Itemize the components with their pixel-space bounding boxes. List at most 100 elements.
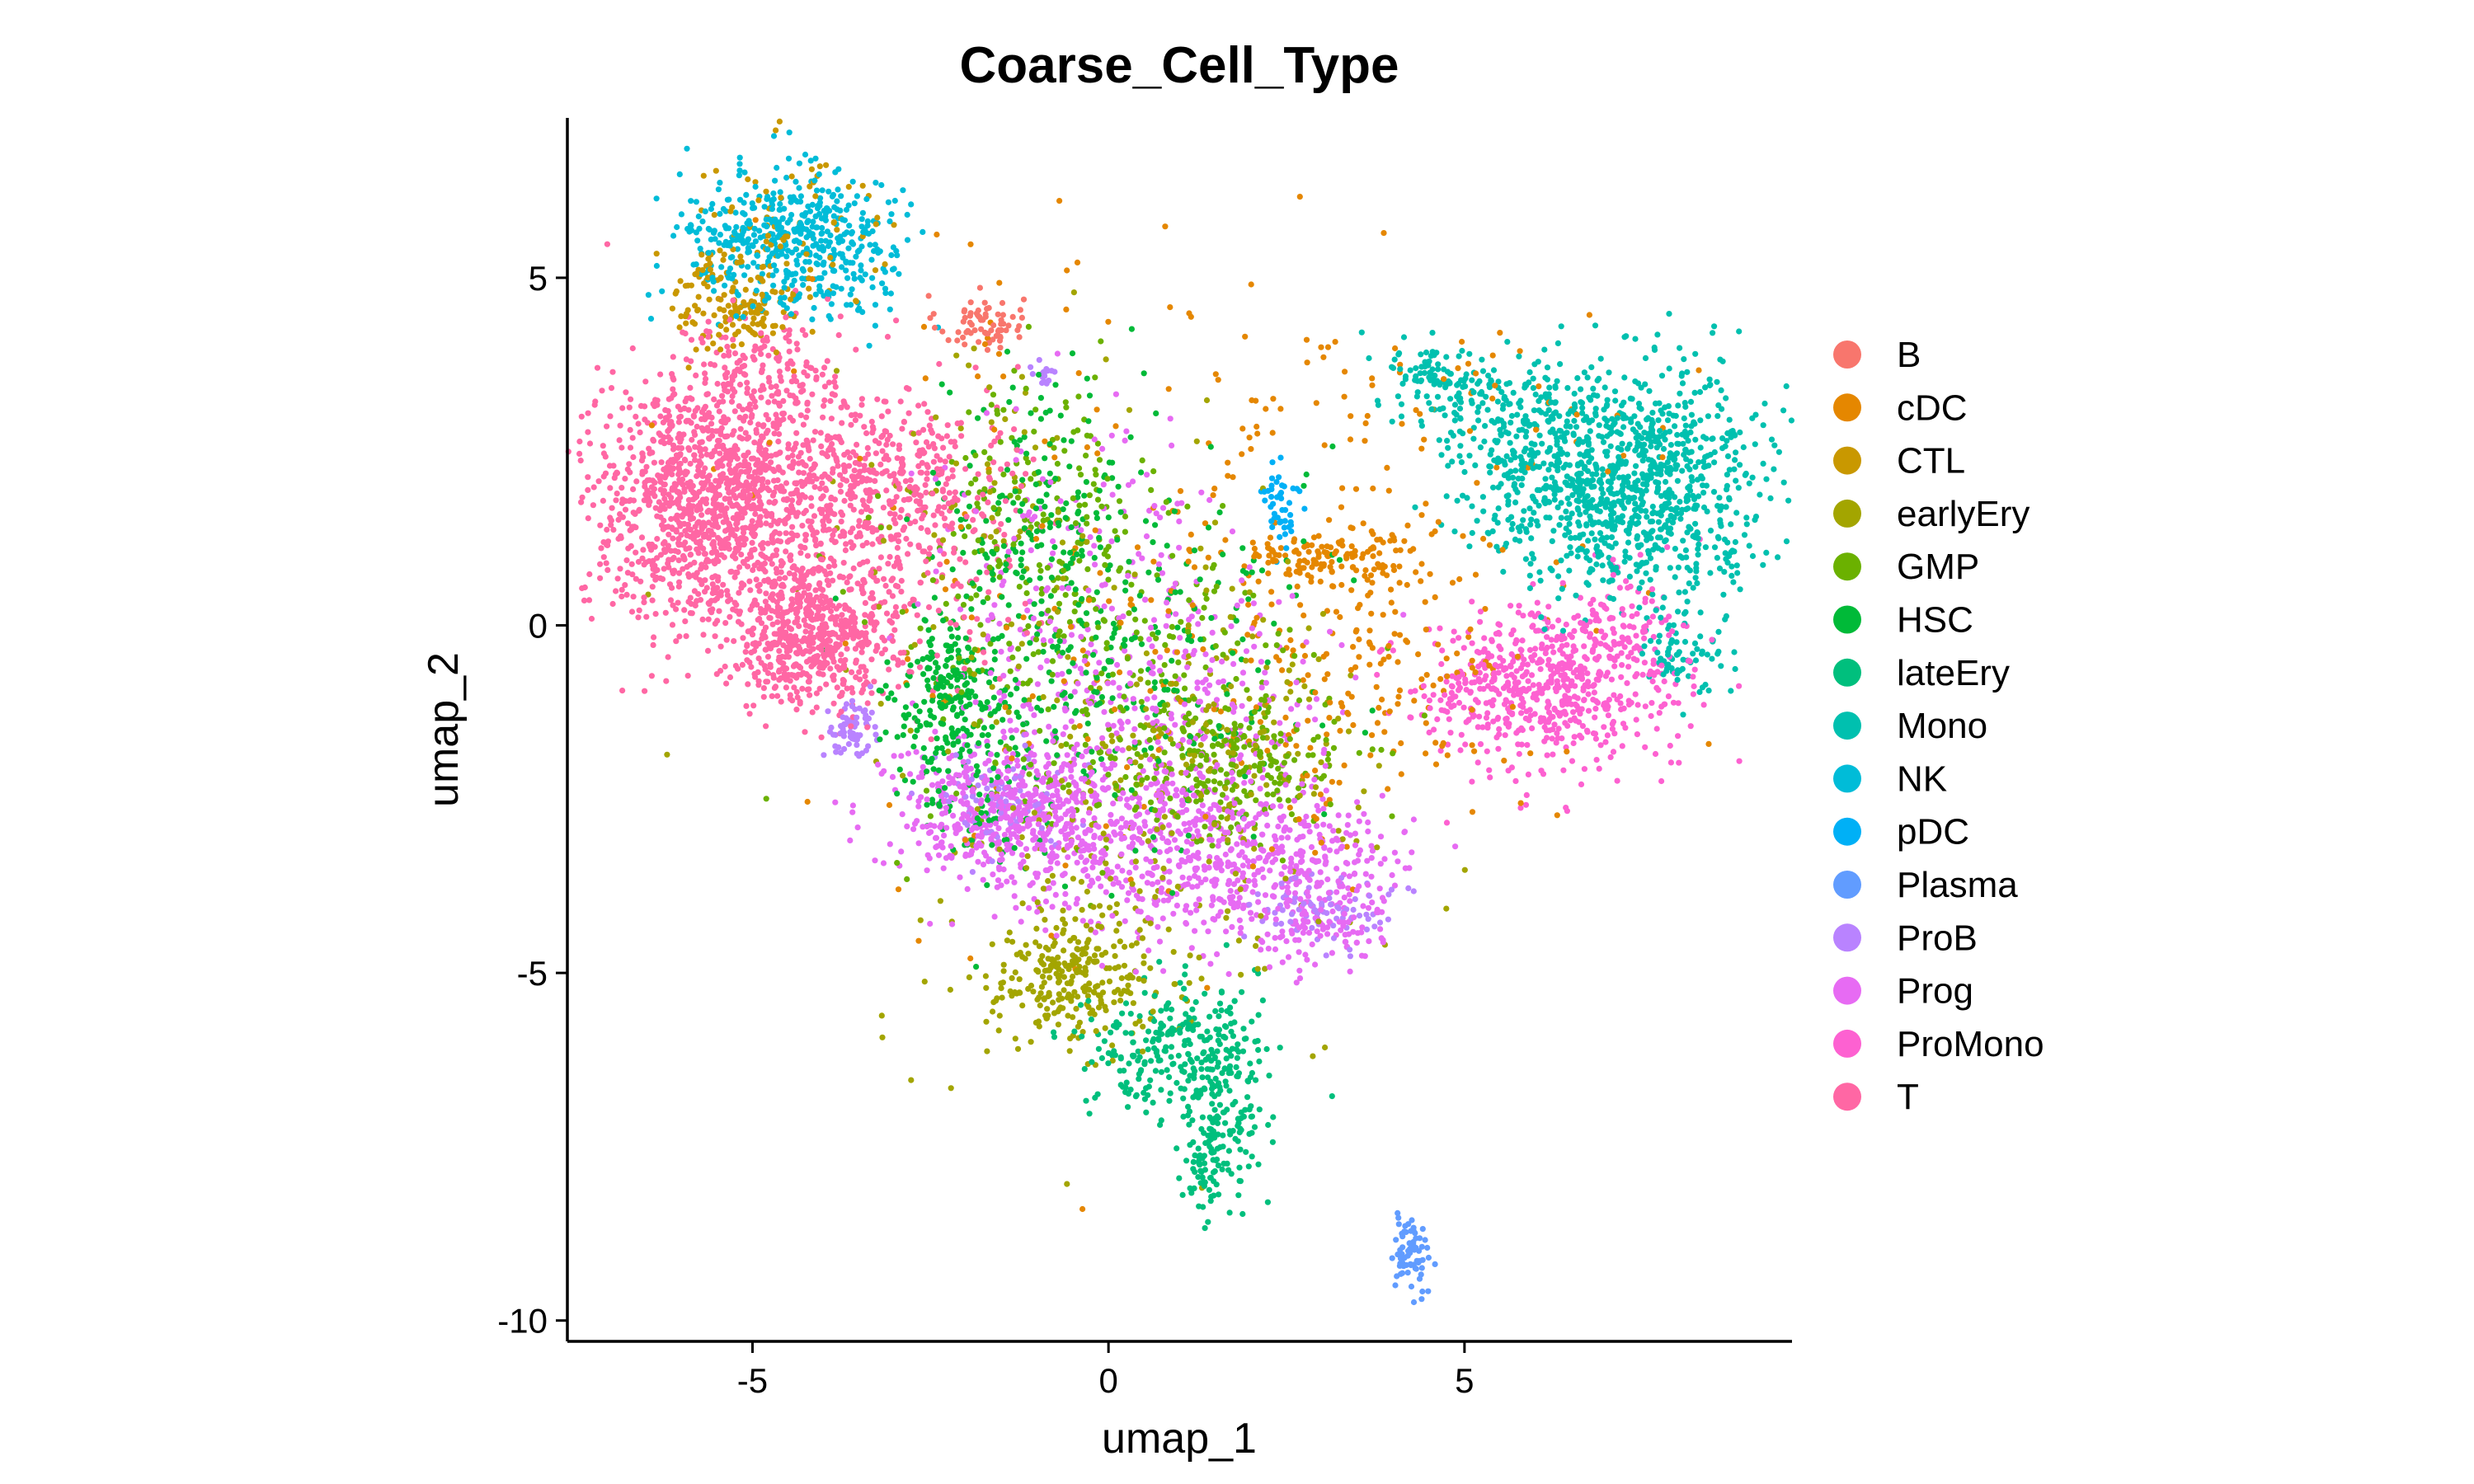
point-Prog xyxy=(1389,871,1395,879)
point-ProMono xyxy=(1529,725,1536,732)
point-ProMono xyxy=(1634,702,1641,708)
point-HSC xyxy=(1122,587,1129,594)
point-Prog xyxy=(987,751,994,758)
point-GMP xyxy=(1019,680,1026,687)
point-CTL xyxy=(717,306,723,312)
point-ProMono xyxy=(1517,665,1524,672)
point-Prog xyxy=(872,857,878,864)
point-HSC xyxy=(1122,579,1129,585)
point-cDC xyxy=(1265,559,1272,566)
point-Prog xyxy=(1161,801,1169,807)
point-cDC xyxy=(1422,599,1428,605)
point-ProMono xyxy=(1670,699,1677,706)
point-cDC xyxy=(1317,791,1324,798)
point-T xyxy=(614,491,620,497)
point-lateEry xyxy=(1240,1026,1247,1032)
point-Prog xyxy=(1188,909,1194,916)
point-Prog xyxy=(977,800,984,807)
point-ProB xyxy=(1326,895,1333,901)
point-T xyxy=(616,437,623,444)
point-Prog xyxy=(1153,769,1160,777)
point-T xyxy=(871,679,877,685)
point-GMP xyxy=(1062,592,1069,599)
point-cDC xyxy=(1385,786,1391,792)
point-HSC xyxy=(1015,613,1023,619)
point-ProMono xyxy=(1506,709,1513,716)
point-Prog xyxy=(1089,864,1096,871)
point-ProMono xyxy=(1484,710,1491,716)
point-pDC xyxy=(1268,518,1275,524)
point-Mono xyxy=(1675,608,1681,615)
point-NK xyxy=(888,251,895,259)
point-earlyEry xyxy=(1023,942,1029,948)
point-GMP xyxy=(1244,687,1250,693)
point-Prog xyxy=(1157,514,1164,521)
point-GMP xyxy=(1037,567,1044,574)
point-Prog xyxy=(1250,600,1257,607)
point-Prog xyxy=(880,860,887,866)
point-NK xyxy=(690,261,697,268)
point-earlyEry xyxy=(1141,960,1147,966)
point-earlyEry xyxy=(1305,696,1313,702)
point-NK xyxy=(688,198,694,204)
point-ProMono xyxy=(1691,666,1698,673)
point-Mono xyxy=(1499,406,1506,412)
point-NK xyxy=(752,183,759,190)
point-Prog xyxy=(1345,812,1352,819)
point-cDC xyxy=(1379,696,1385,703)
point-T xyxy=(805,518,811,524)
point-T xyxy=(578,499,585,505)
point-HSC xyxy=(1038,598,1045,604)
point-cDC xyxy=(1056,198,1063,204)
point-cDC xyxy=(1348,587,1355,594)
point-Mono xyxy=(1532,391,1539,398)
point-Mono xyxy=(1687,458,1694,465)
point-NK xyxy=(711,288,717,294)
point-HSC xyxy=(1150,834,1157,840)
point-lateEry xyxy=(1143,1109,1150,1115)
point-Mono xyxy=(1584,374,1591,381)
point-Prog xyxy=(1312,716,1319,723)
point-earlyEry xyxy=(966,362,972,369)
point-Prog xyxy=(1098,962,1106,969)
point-ProB xyxy=(843,701,850,707)
point-ProB xyxy=(1288,911,1296,918)
point-Mono xyxy=(1699,650,1705,657)
point-T xyxy=(793,707,800,713)
point-T xyxy=(821,364,828,371)
point-B xyxy=(984,346,991,353)
point-NK xyxy=(800,282,807,289)
point-lateEry xyxy=(1249,1129,1255,1136)
point-NK xyxy=(694,237,701,244)
point-ProB xyxy=(1363,926,1371,932)
point-Prog xyxy=(946,755,952,762)
point-Prog xyxy=(996,689,1003,696)
point-ProMono xyxy=(1518,710,1525,716)
point-T xyxy=(705,333,712,340)
point-lateEry xyxy=(1219,1166,1225,1172)
point-GMP xyxy=(1030,650,1037,658)
point-T xyxy=(948,619,954,627)
point-Mono xyxy=(1445,444,1451,451)
point-T xyxy=(944,422,951,429)
point-Prog xyxy=(1194,828,1201,834)
point-T xyxy=(765,399,772,406)
point-Prog xyxy=(1369,899,1376,906)
point-NK xyxy=(693,199,700,205)
point-cDC xyxy=(1254,430,1261,437)
point-Prog xyxy=(1242,854,1249,861)
point-T xyxy=(642,416,648,423)
point-Mono xyxy=(1685,505,1691,512)
point-T xyxy=(1023,471,1029,477)
point-T xyxy=(777,538,784,545)
point-earlyEry xyxy=(1186,979,1192,986)
point-earlyEry xyxy=(948,1085,954,1092)
point-Prog xyxy=(1231,800,1238,807)
point-Mono xyxy=(1788,417,1794,424)
point-T xyxy=(920,512,927,519)
point-Prog xyxy=(1045,829,1051,836)
point-Prog xyxy=(1234,841,1240,848)
point-GMP xyxy=(1217,799,1224,805)
point-cDC xyxy=(1074,259,1081,265)
point-cDC xyxy=(1427,571,1433,577)
